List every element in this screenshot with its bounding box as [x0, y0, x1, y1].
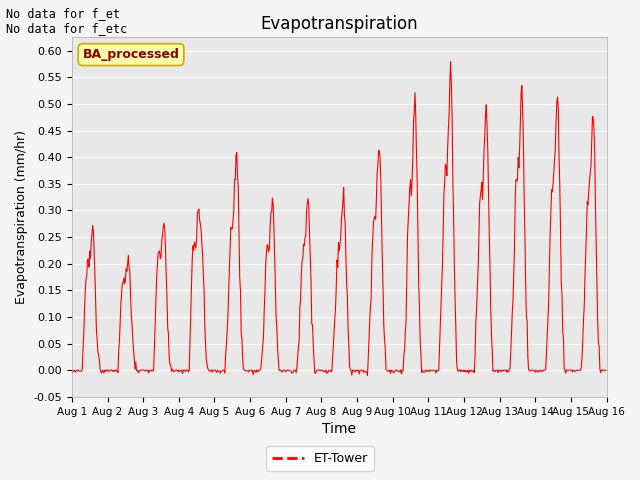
Text: No data for f_et: No data for f_et — [6, 7, 120, 20]
Legend: ET-Tower: ET-Tower — [266, 446, 374, 471]
Text: No data for f_etc: No data for f_etc — [6, 22, 127, 35]
Text: BA_processed: BA_processed — [83, 48, 179, 61]
Title: Evapotranspiration: Evapotranspiration — [260, 15, 418, 33]
X-axis label: Time: Time — [322, 422, 356, 436]
Y-axis label: Evapotranspiration (mm/hr): Evapotranspiration (mm/hr) — [15, 130, 28, 304]
